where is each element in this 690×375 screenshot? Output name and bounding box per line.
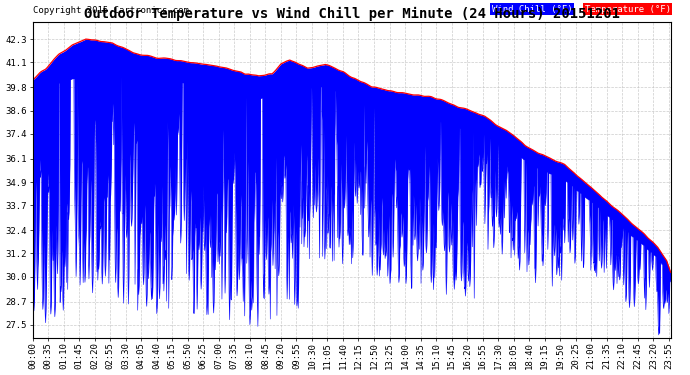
Text: Wind Chill (°F): Wind Chill (°F) — [492, 5, 573, 14]
Text: Temperature (°F): Temperature (°F) — [584, 5, 671, 14]
Text: Copyright 2015 Cartronics.com: Copyright 2015 Cartronics.com — [32, 6, 188, 15]
Title: Outdoor Temperature vs Wind Chill per Minute (24 Hours) 20151201: Outdoor Temperature vs Wind Chill per Mi… — [83, 6, 620, 21]
